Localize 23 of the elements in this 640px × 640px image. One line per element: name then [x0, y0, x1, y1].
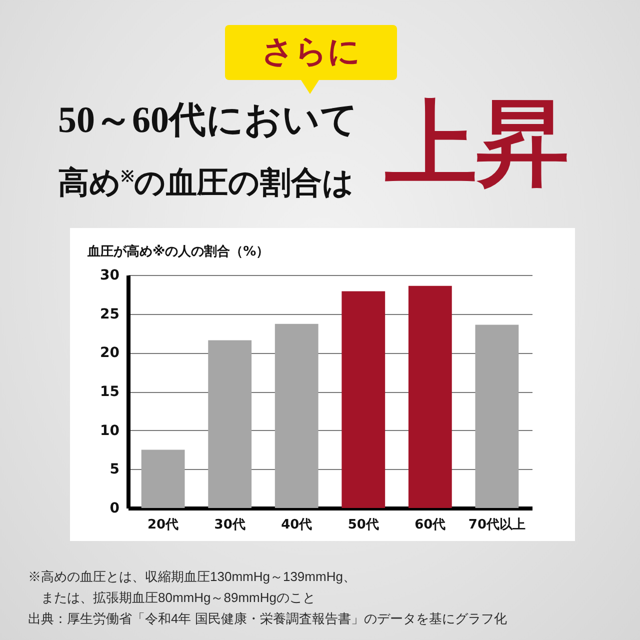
y-tick-label: 20 — [100, 345, 120, 362]
x-tick-label: 20代 — [148, 518, 179, 532]
x-tick-label: 40代 — [281, 518, 312, 532]
x-tick-label: 50代 — [348, 518, 379, 532]
y-tick-label: 5 — [110, 462, 120, 478]
y-tick-label: 10 — [100, 422, 120, 439]
bar — [208, 340, 252, 508]
bar — [141, 450, 185, 508]
bar — [274, 324, 318, 508]
y-tick-label: 30 — [100, 268, 120, 284]
text: ※高めの血圧とは、収縮期血圧130mmHg～139mmHg、または、拡張期血圧80mmHg～89mmHgのこと — [28, 568, 357, 607]
x-tick-label: 60代 — [414, 518, 446, 532]
bar — [475, 324, 519, 508]
y-axis-title: 血圧が高め※の人の割合（%） — [86, 244, 270, 260]
bar — [408, 286, 452, 508]
x-tick-label: 70代以上 — [468, 518, 526, 532]
x-tick-label: 30代 — [214, 518, 246, 532]
y-tick-label: 15 — [100, 384, 120, 400]
bar — [342, 291, 386, 508]
y-tick-label: 0 — [110, 500, 120, 516]
chart-subtitle: さらに — [260, 32, 362, 71]
y-tick-label: 25 — [100, 306, 120, 322]
source-note: 出典：厚生労働省「令和4年 国民健康・栄養調査報告書」のデータを基にグラフ化 — [28, 610, 508, 628]
